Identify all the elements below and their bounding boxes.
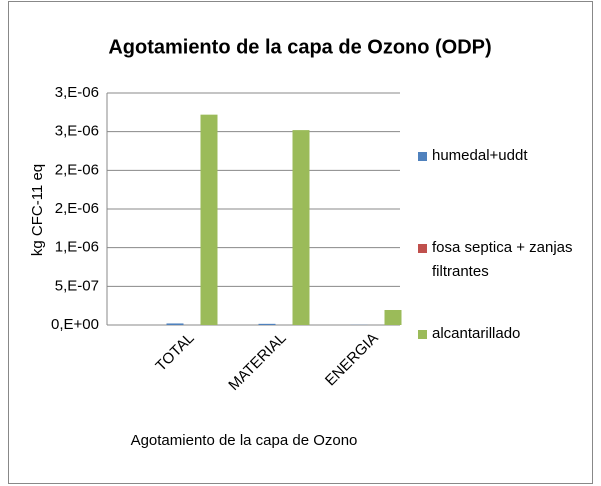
y-tick-label: 2,E-06 bbox=[55, 200, 99, 217]
chart-title: Agotamiento de la capa de Ozono (ODP) bbox=[108, 36, 491, 58]
y-tick-label: 3,E-06 bbox=[55, 84, 99, 101]
bar bbox=[166, 323, 184, 325]
y-axis-label: kg CFC-11 eq bbox=[29, 164, 46, 256]
bar bbox=[200, 114, 218, 325]
legend-swatch bbox=[418, 244, 427, 253]
y-tick-label: 1,E-06 bbox=[55, 239, 99, 256]
y-tick-label: 5,E-07 bbox=[55, 277, 99, 294]
bar bbox=[258, 323, 276, 325]
legend-swatch bbox=[418, 152, 427, 161]
legend-label: humedal+uddt bbox=[432, 147, 528, 164]
y-tick-label: 2,E-06 bbox=[55, 161, 99, 178]
bar bbox=[384, 309, 402, 325]
y-tick-label: 3,E-06 bbox=[55, 123, 99, 140]
legend-label: alcantarillado bbox=[432, 325, 521, 342]
x-axis-label: Agotamiento de la capa de Ozono bbox=[131, 432, 358, 449]
legend-label: fosa septica + zanjas filtrantes bbox=[432, 239, 573, 280]
legend-swatch bbox=[418, 330, 427, 339]
bar bbox=[292, 130, 310, 325]
y-tick-label: 0,E+00 bbox=[51, 316, 99, 333]
